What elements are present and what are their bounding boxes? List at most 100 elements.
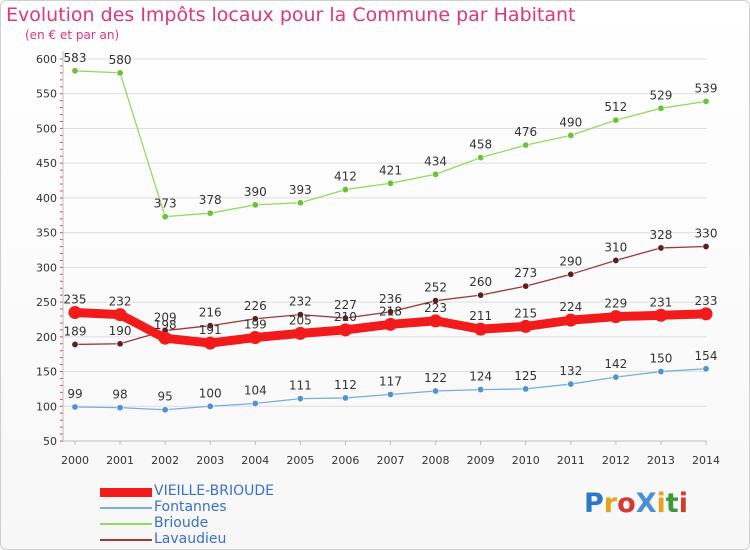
data-point bbox=[429, 314, 443, 328]
logo-letter: o bbox=[617, 488, 636, 519]
data-point bbox=[432, 387, 440, 395]
data-point bbox=[522, 282, 530, 290]
data-point bbox=[71, 67, 79, 75]
data-label: 373 bbox=[154, 197, 177, 211]
data-point bbox=[564, 313, 578, 327]
data-label: 216 bbox=[199, 306, 222, 320]
legend-swatch bbox=[100, 539, 152, 541]
x-tick-label: 2005 bbox=[286, 454, 314, 467]
data-label: 112 bbox=[334, 378, 357, 392]
data-point bbox=[113, 308, 127, 322]
data-label: 124 bbox=[469, 370, 492, 384]
x-tick-label: 2013 bbox=[647, 454, 675, 467]
data-label: 150 bbox=[649, 352, 672, 366]
data-label: 260 bbox=[469, 275, 492, 289]
data-label: 233 bbox=[695, 294, 718, 308]
data-point bbox=[519, 319, 533, 333]
data-point bbox=[432, 170, 440, 178]
y-tick-label: 200 bbox=[36, 331, 57, 344]
data-label: 236 bbox=[379, 292, 402, 306]
x-tick-label: 2008 bbox=[422, 454, 450, 467]
y-tick-label: 600 bbox=[36, 53, 57, 66]
data-point bbox=[296, 395, 304, 403]
legend-label: VIEILLE-BRIOUDE bbox=[154, 483, 275, 499]
data-label: 191 bbox=[199, 323, 222, 337]
data-label: 229 bbox=[604, 297, 627, 311]
data-label: 539 bbox=[695, 81, 718, 95]
data-point bbox=[251, 399, 259, 407]
data-point bbox=[203, 336, 217, 350]
logo-letter: P bbox=[584, 488, 604, 519]
data-label: 227 bbox=[334, 298, 357, 312]
data-point bbox=[477, 291, 485, 299]
data-point bbox=[567, 270, 575, 278]
y-tick-label: 150 bbox=[36, 366, 57, 379]
data-label: 111 bbox=[289, 379, 312, 393]
data-label: 232 bbox=[109, 295, 132, 309]
data-label: 273 bbox=[514, 266, 537, 280]
data-point bbox=[654, 308, 668, 322]
data-point bbox=[248, 331, 262, 345]
data-label: 290 bbox=[559, 254, 582, 268]
data-label: 393 bbox=[289, 183, 312, 197]
y-tick-label: 500 bbox=[36, 122, 57, 135]
data-label: 310 bbox=[604, 240, 627, 254]
data-point bbox=[251, 201, 259, 209]
data-point bbox=[206, 322, 214, 330]
data-point bbox=[657, 104, 665, 112]
data-label: 154 bbox=[695, 349, 718, 363]
data-point bbox=[522, 385, 530, 393]
data-label: 95 bbox=[158, 390, 173, 404]
chart-subtitle: (en € et par an) bbox=[25, 28, 120, 42]
data-point bbox=[293, 326, 307, 340]
data-point bbox=[386, 179, 394, 187]
data-point bbox=[206, 402, 214, 410]
data-point bbox=[612, 256, 620, 264]
data-point bbox=[206, 209, 214, 217]
data-label: 330 bbox=[695, 227, 718, 241]
data-point bbox=[702, 97, 710, 105]
data-point bbox=[384, 317, 397, 331]
x-tick-label: 2000 bbox=[61, 454, 89, 467]
data-label: 490 bbox=[559, 115, 582, 129]
y-tick-label: 50 bbox=[43, 435, 57, 448]
data-label: 190 bbox=[109, 324, 132, 338]
data-label: 390 bbox=[244, 185, 267, 199]
series-line bbox=[74, 70, 707, 218]
data-label: 210 bbox=[334, 310, 357, 324]
data-label: 224 bbox=[559, 300, 582, 314]
data-label: 215 bbox=[514, 306, 537, 320]
data-label: 378 bbox=[199, 193, 222, 207]
data-label: 512 bbox=[604, 100, 627, 114]
data-point bbox=[71, 340, 79, 348]
x-tick-label: 2004 bbox=[241, 454, 269, 467]
y-tick-label: 350 bbox=[36, 227, 57, 240]
data-label: 476 bbox=[514, 125, 537, 139]
data-label: 580 bbox=[109, 53, 132, 67]
data-point bbox=[341, 314, 349, 322]
data-point bbox=[116, 340, 124, 348]
data-point bbox=[702, 243, 710, 251]
data-point bbox=[702, 365, 710, 373]
data-label: 104 bbox=[244, 383, 267, 397]
data-label: 125 bbox=[514, 369, 537, 383]
data-point bbox=[657, 244, 665, 252]
data-label: 232 bbox=[289, 295, 312, 309]
data-point bbox=[522, 141, 530, 149]
data-point bbox=[612, 373, 620, 381]
y-tick-label: 450 bbox=[36, 157, 57, 170]
data-label: 458 bbox=[469, 138, 492, 152]
data-label: 209 bbox=[154, 311, 177, 325]
data-point bbox=[116, 404, 124, 412]
data-label: 218 bbox=[379, 304, 402, 318]
x-tick-label: 2012 bbox=[602, 454, 630, 467]
data-point bbox=[68, 306, 82, 320]
data-label: 434 bbox=[424, 154, 447, 168]
logo-letter: r bbox=[603, 488, 618, 519]
y-tick-label: 250 bbox=[36, 296, 57, 309]
data-label: 412 bbox=[334, 170, 357, 184]
data-point bbox=[158, 331, 172, 345]
data-label: 583 bbox=[64, 51, 87, 65]
x-tick-label: 2003 bbox=[196, 454, 224, 467]
